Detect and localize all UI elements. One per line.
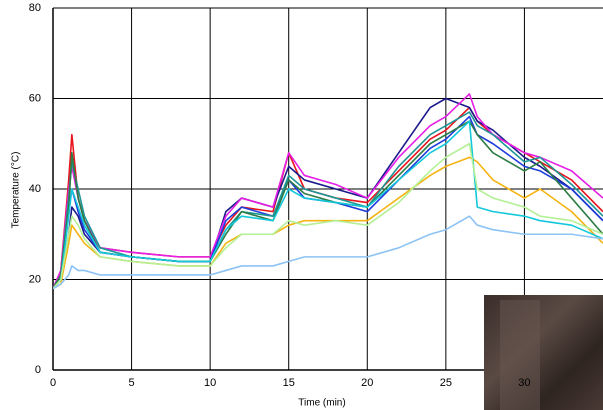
x-tick-label: 20 (361, 377, 373, 389)
y-tick-label: 60 (29, 92, 41, 104)
x-tick-label: 25 (440, 377, 452, 389)
x-tick-label: 0 (50, 377, 56, 389)
x-tick-label: 10 (204, 377, 216, 389)
series-line (53, 117, 603, 289)
series-line (53, 121, 603, 288)
series-line (53, 157, 603, 288)
y-axis-title: Temperature (°C) (11, 152, 22, 229)
chart: Time (min) Temperature (°C) 0 20 40 60 80 0 5 1… (0, 0, 603, 410)
y-tick-label: 40 (29, 183, 41, 195)
x-tick-label: 30 (518, 377, 530, 389)
series-line (53, 121, 603, 288)
y-tick-label: 80 (29, 2, 41, 14)
y-tick-label: 0 (35, 364, 41, 376)
series-line (53, 99, 603, 289)
y-tick-label: 20 (29, 273, 41, 285)
inset-photo-detail (500, 300, 540, 410)
series-line (53, 94, 603, 289)
x-tick-label: 15 (283, 377, 295, 389)
x-axis-title: Time (min) (298, 398, 345, 409)
x-tick-label: 5 (129, 377, 135, 389)
